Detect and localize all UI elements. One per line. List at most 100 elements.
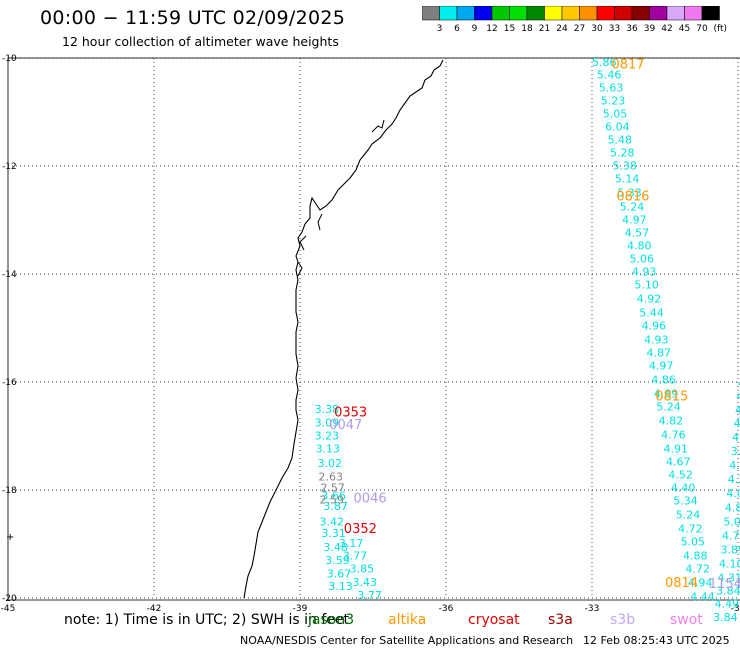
wave-height-value: 3.23: [315, 429, 340, 442]
wave-height-value: 4.87: [647, 346, 672, 359]
wave-height-value: 4.94: [688, 576, 713, 589]
pass-time-label: 0353: [334, 406, 367, 421]
coastline-islands: [297, 119, 385, 277]
pass-time-label: 0816: [616, 190, 649, 205]
wave-height-value: 4.92: [637, 292, 662, 305]
wave-height-value: 5.05: [603, 108, 628, 121]
wave-height-value: 4.98: [732, 431, 740, 444]
longitude-tick-label: -45: [1, 604, 16, 614]
pass-time-label: 0817: [611, 57, 644, 72]
colorbar-unit-label: (ft): [713, 24, 727, 34]
satellite-legend-s3a: s3a: [548, 612, 573, 628]
wave-height-value: 3.13: [316, 442, 341, 455]
wave-height-value: 5.38: [612, 159, 637, 172]
wave-height-value: 3.13: [328, 580, 353, 593]
wave-height-value: 4.93: [632, 265, 657, 278]
wave-height-value: 3.77: [357, 589, 382, 602]
wave-height-value: 5.63: [599, 82, 624, 95]
latitude-tick-label: -20: [2, 594, 17, 604]
colorbar-tick-label: 18: [521, 24, 533, 34]
wave-height-value: 5.24: [656, 400, 681, 413]
pass-time-label: 0352: [344, 522, 377, 537]
wave-height-value: 5.24: [620, 201, 645, 214]
wave-height-value: 3.09: [315, 417, 340, 430]
wave-height-value: 3.95: [731, 445, 740, 458]
pass-time-label: 0046: [354, 492, 387, 507]
wave-height-value: 4.87: [725, 501, 740, 514]
wave-height-value: 3.89: [720, 543, 740, 556]
colorbar-tick-label: 9: [472, 24, 478, 34]
altimeter-tracks: 5.865.465.635.235.056.045.485.285.385.14…: [315, 56, 740, 624]
wave-height-value: 4.52: [668, 468, 693, 481]
wave-height-value: 5.02: [723, 515, 740, 528]
wave-height-value: 4.88: [683, 549, 708, 562]
wave-height-value: 5.24: [676, 508, 701, 521]
colorbar-tick-label: 12: [486, 24, 497, 34]
wave-height-value: 3.66: [321, 489, 346, 502]
colorbar-tick-label: 33: [609, 24, 620, 34]
axis-labels: -45 -42 -39 -36 -33 -30 -10 -12 -14 -16 -18 -20: [1, 54, 740, 614]
longitude-tick-label: -36: [439, 604, 454, 614]
wave-height-value: 3.85: [350, 562, 375, 575]
wave-height-value: 3.02: [318, 457, 343, 470]
wave-height-value: 4.72: [685, 562, 710, 575]
coastline: [243, 59, 444, 599]
colorbar-tick-label: 21: [539, 24, 550, 34]
satellite-legend-altika: altika: [388, 612, 427, 628]
generation-timestamp: 12 Feb 08:25:43 UTC 2025: [583, 634, 730, 647]
wave-height-value: 4.72: [678, 522, 703, 535]
longitude-tick-label: -30: [731, 604, 740, 614]
wave-height-value: 4.82: [659, 414, 684, 427]
wave-height-colorbar: 3 6 9 12 15 18 21 24 27 30 33 36 39 42 45 70 (ft): [422, 6, 727, 34]
wave-height-value: 5.10: [634, 278, 659, 291]
wave-height-value: 4.53: [735, 404, 740, 417]
colorbar-swatch: [701, 6, 720, 21]
longitude-tick-label: -33: [585, 604, 600, 614]
wave-height-value: 4.44: [690, 590, 715, 603]
wave-height-value: 5.14: [615, 172, 640, 185]
wave-height-value: 4.80: [738, 377, 740, 390]
wave-height-value: 4.89: [737, 390, 740, 403]
map-title: 00:00 − 11:59 UTC 02/09/2025: [40, 7, 346, 29]
colorbar-tick-label: 45: [679, 24, 690, 34]
pass-time-label: 0815: [655, 390, 688, 405]
wave-height-value: 4.91: [664, 442, 689, 455]
latitude-tick-label: -14: [2, 270, 17, 280]
map-subtitle: 12 hour collection of altimeter wave hei…: [62, 34, 339, 49]
wave-height-value: 5.86: [592, 56, 617, 69]
wave-height-value: 3.42: [319, 515, 344, 528]
latitude-tick-label: -10: [2, 54, 17, 64]
wave-height-value: 4.86: [651, 373, 676, 386]
wave-height-value: 4.57: [625, 226, 650, 239]
satellite-legend-cryosat: cryosat: [468, 612, 520, 628]
wave-height-value: 5.34: [673, 494, 698, 507]
wave-height-value: 3.84: [716, 584, 740, 597]
wave-height-value: 4.08: [729, 459, 740, 472]
wave-height-value: 3.77: [343, 549, 368, 562]
colorbar-tick-label: 15: [504, 24, 515, 34]
wave-height-value: 4.76: [661, 428, 686, 441]
wave-height-value: 5.44: [639, 306, 664, 319]
wave-height-value: 4.49: [715, 597, 740, 610]
pass-time-label: 0047: [329, 418, 362, 433]
latitude-tick-label: -18: [2, 486, 17, 496]
longitude-tick-label: -42: [147, 604, 162, 614]
colorbar-tick-label: 6: [454, 24, 460, 34]
wave-height-value: 3.87: [323, 500, 348, 513]
wave-height-value: 5.06: [629, 252, 654, 265]
wave-height-value: 5.28: [610, 147, 635, 160]
wave-height-value: 4.89: [654, 387, 679, 400]
wave-height-value: 4.64: [734, 417, 740, 430]
wave-height-value: 4.93: [644, 333, 669, 346]
wave-height-value: 4.67: [666, 455, 691, 468]
wave-height-value: 2.59: [319, 494, 344, 507]
wave-height-value: 3.38: [315, 403, 340, 416]
wave-height-value: 2.63: [318, 471, 343, 484]
wave-height-value: 5.46: [597, 69, 622, 82]
wave-height-value: 4.10: [719, 557, 740, 570]
pass-time-labels: 0817 0816 0815 0814 0353 0352 0047 0046 1154: [329, 57, 740, 591]
colorbar-tick-label: 30: [591, 24, 603, 34]
wave-height-value: 5.23: [601, 95, 626, 108]
longitude-tick-label: -39: [293, 604, 308, 614]
credit-line: NOAA/NESDIS Center for Satellite Applica…: [240, 634, 574, 647]
